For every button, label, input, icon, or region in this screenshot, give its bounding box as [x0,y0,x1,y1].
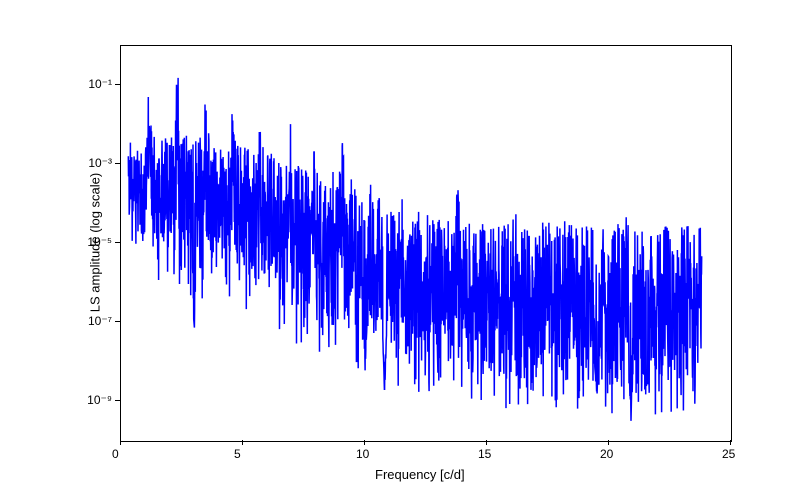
x-tick-label: 25 [722,447,735,461]
y-tick-label: 10⁻⁷ [88,314,112,328]
y-tick [115,163,120,164]
x-tick-label: 10 [356,447,369,461]
figure: LS amplitude (log scale) Frequency [c/d]… [0,0,800,500]
plot-area [120,45,732,442]
x-tick-label: 20 [600,447,613,461]
x-tick [486,440,487,445]
x-tick [364,440,365,445]
x-tick [120,440,121,445]
y-tick [115,242,120,243]
x-tick [730,440,731,445]
y-tick-label: 10⁻⁵ [87,235,112,249]
spectrum-line [121,46,731,441]
y-tick [115,400,120,401]
x-tick [608,440,609,445]
y-tick-label: 10⁻⁹ [87,393,112,407]
x-tick-label: 5 [234,447,241,461]
y-tick-label: 10⁻¹ [88,77,112,91]
x-axis-label: Frequency [c/d] [375,467,465,482]
y-tick [115,84,120,85]
x-tick [242,440,243,445]
y-tick-label: 10⁻³ [88,156,112,170]
x-tick-label: 15 [478,447,491,461]
x-tick-label: 0 [112,447,119,461]
y-tick [115,321,120,322]
